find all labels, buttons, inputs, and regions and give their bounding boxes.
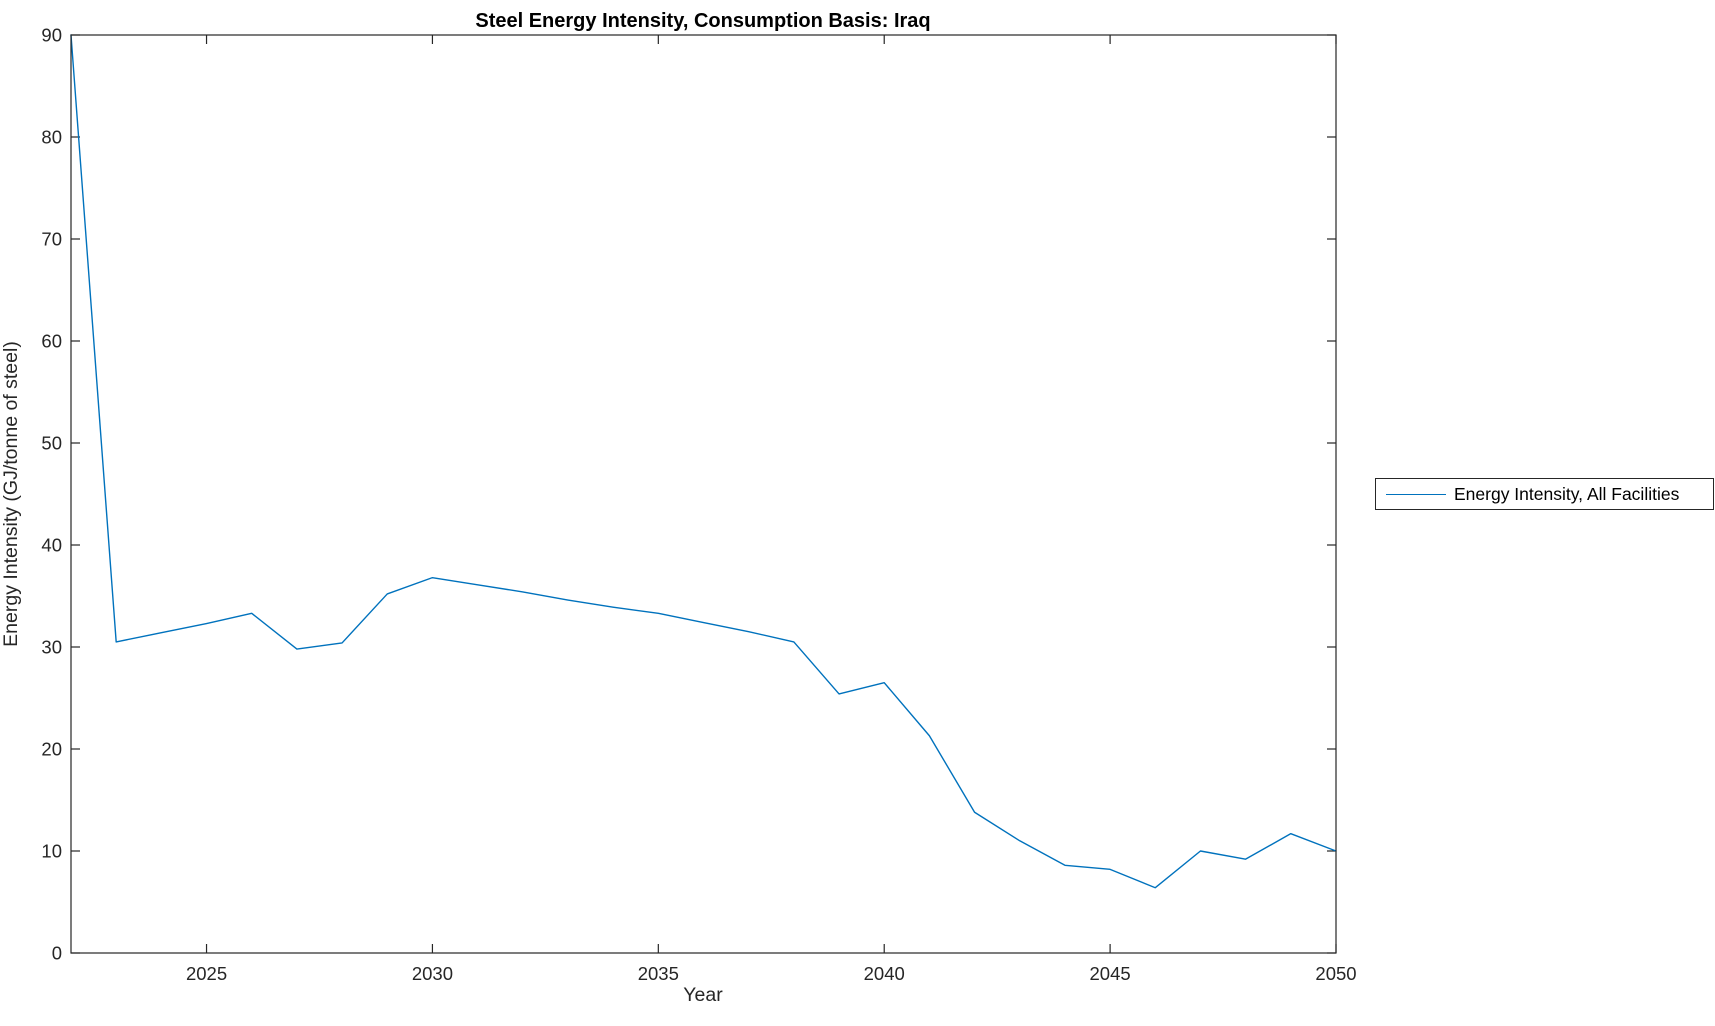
y-tick-label: 90	[41, 25, 62, 46]
data-series	[70, 34, 1337, 889]
x-axis-label: Year	[683, 984, 723, 1006]
y-tick-label: 10	[41, 841, 62, 862]
y-tick-label: 80	[41, 127, 62, 148]
y-tick-label: 0	[52, 943, 62, 964]
axis-tick-labels: 2025 2030 2035 2040 2045 20500102030405060708…	[41, 25, 1356, 985]
chart-title: Steel Energy Intensity, Consumption Basi…	[475, 10, 930, 32]
x-tick-label: 2045	[1090, 963, 1131, 984]
x-tick-label: 2040	[864, 963, 905, 984]
x-tick-label: 2050	[1315, 963, 1356, 984]
legend: Energy Intensity, All Facilities	[1375, 478, 1714, 510]
legend-entry-label: Energy Intensity, All Facilities	[1454, 483, 1680, 504]
energy-intensity-line	[70, 34, 1337, 889]
axis-tick-marks	[71, 34, 1337, 954]
x-tick-label: 2035	[638, 963, 679, 984]
y-tick-label: 50	[41, 433, 62, 454]
plot-border-box	[70, 34, 1337, 954]
y-axis-label: Energy Intensity (GJ/tonne of steel)	[0, 341, 22, 647]
y-tick-label: 70	[41, 229, 62, 250]
y-tick-label: 40	[41, 535, 62, 556]
y-tick-label: 20	[41, 739, 62, 760]
x-tick-label: 2030	[412, 963, 453, 984]
y-tick-label: 30	[41, 637, 62, 658]
y-tick-label: 60	[41, 331, 62, 352]
legend-line-icon	[1386, 493, 1446, 495]
x-tick-label: 2025	[186, 963, 227, 984]
